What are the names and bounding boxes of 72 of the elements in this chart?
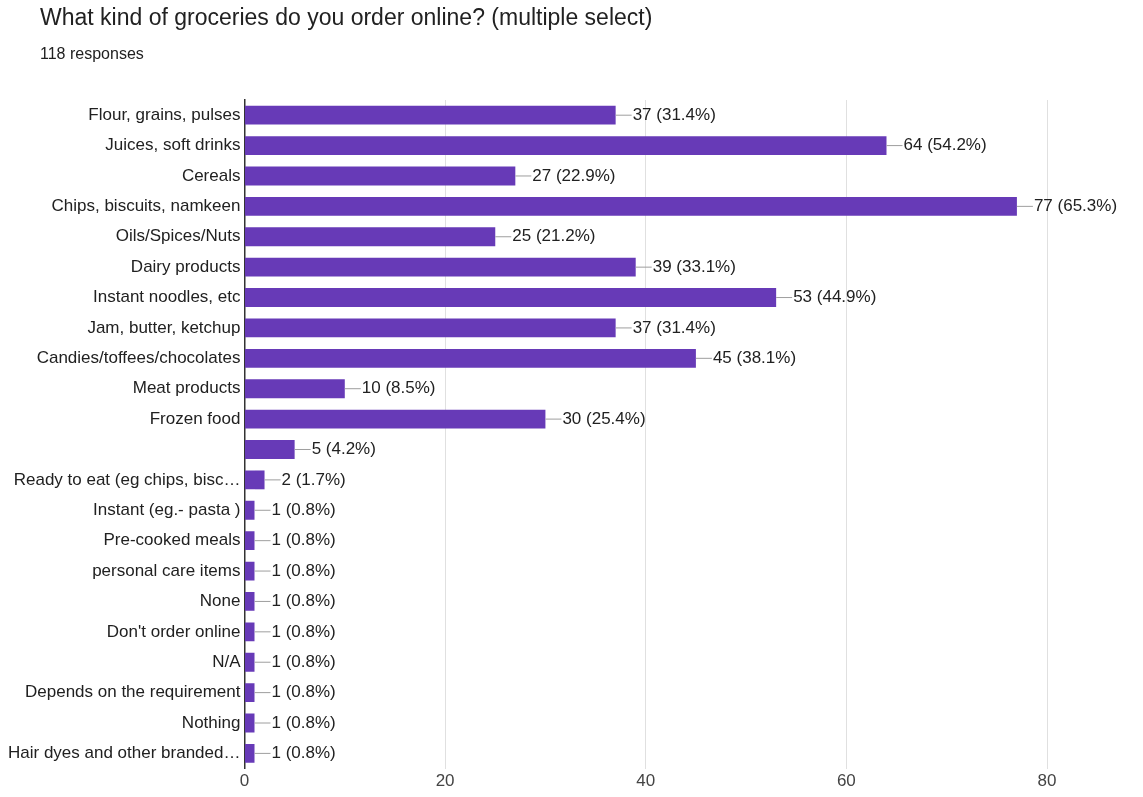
bar <box>244 683 255 703</box>
data-label: 39 (33.1%) <box>652 256 736 276</box>
text: 118 responses <box>40 45 144 63</box>
bar <box>244 622 255 642</box>
bar <box>244 500 255 520</box>
data-label: 30 (25.4%) <box>562 408 646 428</box>
data-label: 1 (0.8%) <box>271 712 336 732</box>
data-label: 1 (0.8%) <box>271 743 336 763</box>
bar <box>244 743 255 763</box>
y-tick-label: Meat products <box>132 378 241 398</box>
bar <box>244 470 265 490</box>
chart-title: What kind of groceries do you order online? (multiple select) <box>40 4 653 31</box>
y-tick-label: Instant noodles, etc <box>93 287 241 307</box>
y-tick-label: Hair dyes and other branded… <box>7 743 241 763</box>
y-tick-label: personal care items <box>92 560 241 580</box>
y-tick-label: Ready to eat (eg chips, bisc… <box>13 469 241 489</box>
y-tick-label: Oils/Spices/Nuts <box>115 226 241 246</box>
bar <box>244 227 496 247</box>
data-label: 1 (0.8%) <box>271 499 336 519</box>
data-label: 1 (0.8%) <box>271 651 336 671</box>
x-tick-label: 80 <box>1037 771 1057 791</box>
bar <box>244 288 777 307</box>
data-label: 1 (0.8%) <box>271 682 336 702</box>
x-tick-label: 0 <box>239 771 250 791</box>
y-tick-label: Depends on the requirement <box>24 682 241 702</box>
y-tick-label: Cereals <box>181 165 241 185</box>
y-tick-label: Flour, grains, pulses <box>88 104 241 124</box>
data-label: 1 (0.8%) <box>271 560 336 580</box>
bar <box>244 348 696 368</box>
data-label: 37 (31.4%) <box>632 317 716 337</box>
y-tick-label: Candies/toffees/chocolates <box>36 348 241 368</box>
bar <box>244 652 255 672</box>
bar <box>244 409 546 429</box>
data-label: 10 (8.5%) <box>361 378 436 398</box>
bar <box>244 592 255 611</box>
y-tick-label: Frozen food <box>149 408 241 428</box>
data-label: 53 (44.9%) <box>793 287 877 307</box>
data-label: 1 (0.8%) <box>271 621 336 641</box>
bar <box>244 440 295 459</box>
data-label: 27 (22.9%) <box>532 165 616 185</box>
data-label: 37 (31.4%) <box>632 104 716 124</box>
data-label: 64 (54.2%) <box>903 135 987 155</box>
y-tick-label: Jam, butter, ketchup <box>87 317 241 337</box>
bar <box>244 318 616 338</box>
y-tick-label: Don't order online <box>106 621 241 641</box>
y-tick-label: Dairy products <box>130 256 241 276</box>
x-tick-label: 40 <box>636 771 656 791</box>
bar <box>244 166 516 186</box>
bar <box>244 561 255 581</box>
bar <box>244 257 636 277</box>
y-tick-label: Juices, soft drinks <box>105 135 241 155</box>
bar <box>244 713 255 733</box>
data-label: 5 (4.2%) <box>311 439 376 459</box>
y-tick-label: Pre-cooked meals <box>103 530 241 550</box>
x-tick-label: 60 <box>836 771 856 791</box>
bar <box>244 136 887 156</box>
x-tick-label: 20 <box>435 771 455 791</box>
y-tick-label: None <box>199 591 241 611</box>
bar <box>244 105 616 125</box>
bar <box>244 196 1017 216</box>
data-label: 1 (0.8%) <box>271 591 336 611</box>
data-label: 2 (1.7%) <box>281 469 346 489</box>
bar <box>244 531 255 551</box>
data-label: 45 (38.1%) <box>712 348 797 368</box>
y-tick-label: Chips, biscuits, namkeen <box>51 196 241 216</box>
data-label: 1 (0.8%) <box>271 530 336 550</box>
data-label: 25 (21.2%) <box>512 226 596 246</box>
bar <box>244 379 345 399</box>
data-label: 77 (65.3%) <box>1033 196 1118 216</box>
y-tick-label: N/A <box>212 651 242 671</box>
y-tick-label: Nothing <box>181 712 241 732</box>
y-tick-label: Instant (eg.- pasta ) <box>93 499 241 519</box>
